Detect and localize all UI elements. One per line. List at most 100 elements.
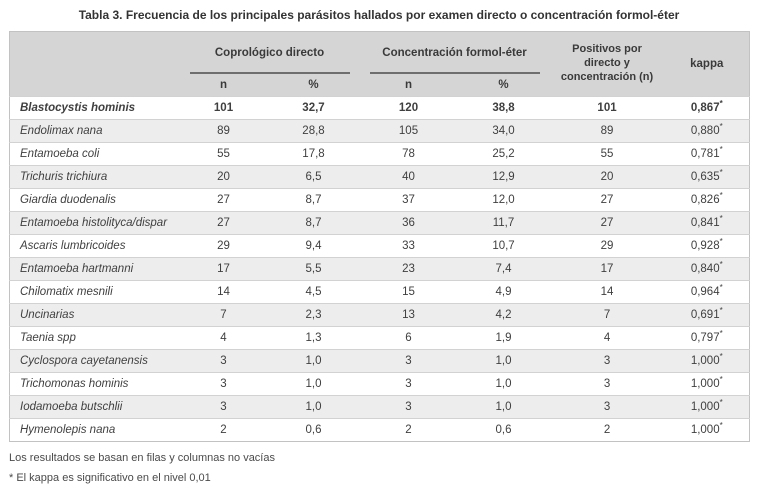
parasite-name: Uncinarias bbox=[9, 303, 180, 327]
directo-n-value: 7 bbox=[179, 303, 268, 327]
kappa-value: 0,840* bbox=[664, 257, 750, 281]
directo-pct-value: 9,4 bbox=[267, 234, 360, 258]
parasite-name: Cyclospora cayetanensis bbox=[9, 349, 180, 373]
kappa-value: 0,781* bbox=[664, 142, 750, 166]
formol-pct-value: 4,9 bbox=[457, 280, 550, 304]
formol-n-value: 13 bbox=[359, 303, 458, 327]
column-header-positivos: Positivos por directo y concentración (n… bbox=[549, 31, 665, 97]
positivos-value: 101 bbox=[549, 96, 665, 120]
positivos-value: 14 bbox=[549, 280, 665, 304]
table-row: Entamoeba histolityca/dispar 27 8,7 36 1… bbox=[9, 211, 750, 235]
subheader-formol-n: n bbox=[359, 74, 458, 97]
directo-n-value: 17 bbox=[179, 257, 268, 281]
directo-pct-value: 28,8 bbox=[267, 119, 360, 143]
table-row: Giardia duodenalis 27 8,7 37 12,0 27 0,8… bbox=[9, 188, 750, 212]
significance-asterisk: * bbox=[719, 283, 723, 293]
significance-asterisk: * bbox=[719, 99, 723, 109]
kappa-number: 0,781 bbox=[690, 148, 720, 160]
directo-pct-value: 8,7 bbox=[267, 188, 360, 212]
significance-asterisk: * bbox=[719, 168, 723, 178]
kappa-number: 0,880 bbox=[690, 125, 720, 137]
parasite-name: Trichuris trichiura bbox=[9, 165, 180, 189]
significance-asterisk: * bbox=[719, 237, 723, 247]
table-row: Ascaris lumbricoides 29 9,4 33 10,7 29 0… bbox=[9, 234, 750, 258]
positivos-value: 2 bbox=[549, 418, 665, 442]
formol-n-value: 3 bbox=[359, 349, 458, 373]
directo-pct-value: 1,0 bbox=[267, 372, 360, 396]
table-row: Trichuris trichiura 20 6,5 40 12,9 20 0,… bbox=[9, 165, 750, 189]
parasite-name: Hymenolepis nana bbox=[9, 418, 180, 442]
formol-pct-value: 7,4 bbox=[457, 257, 550, 281]
directo-n-value: 14 bbox=[179, 280, 268, 304]
table-row: Cyclospora cayetanensis 3 1,0 3 1,0 3 1,… bbox=[9, 349, 750, 373]
directo-pct-value: 1,3 bbox=[267, 326, 360, 350]
formol-n-value: 6 bbox=[359, 326, 458, 350]
positivos-value: 4 bbox=[549, 326, 665, 350]
kappa-number: 1,000 bbox=[690, 378, 720, 390]
directo-pct-value: 6,5 bbox=[267, 165, 360, 189]
positivos-value: 55 bbox=[549, 142, 665, 166]
positivos-value: 29 bbox=[549, 234, 665, 258]
parasite-name: Trichomonas hominis bbox=[9, 372, 180, 396]
table-row: Hymenolepis nana 2 0,6 2 0,6 2 1,000* bbox=[9, 418, 750, 442]
parasite-name: Entamoeba coli bbox=[9, 142, 180, 166]
formol-n-value: 120 bbox=[359, 96, 458, 120]
parasite-name: Blastocystis hominis bbox=[9, 96, 180, 120]
directo-n-value: 3 bbox=[179, 395, 268, 419]
kappa-number: 0,840 bbox=[690, 263, 720, 275]
formol-n-value: 3 bbox=[359, 395, 458, 419]
parasite-name: Giardia duodenalis bbox=[9, 188, 180, 212]
directo-pct-value: 17,8 bbox=[267, 142, 360, 166]
significance-asterisk: * bbox=[719, 398, 723, 408]
formol-n-value: 3 bbox=[359, 372, 458, 396]
table-row: Iodamoeba butschlii 3 1,0 3 1,0 3 1,000* bbox=[9, 395, 750, 419]
significance-asterisk: * bbox=[719, 421, 723, 431]
table-row: Taenia spp 4 1,3 6 1,9 4 0,797* bbox=[9, 326, 750, 350]
directo-pct-value: 8,7 bbox=[267, 211, 360, 235]
table-body: Blastocystis hominis 101 32,7 120 38,8 1… bbox=[9, 96, 750, 442]
formol-pct-value: 38,8 bbox=[457, 96, 550, 120]
formol-n-value: 15 bbox=[359, 280, 458, 304]
kappa-value: 1,000* bbox=[664, 418, 750, 442]
directo-pct-value: 1,0 bbox=[267, 395, 360, 419]
significance-asterisk: * bbox=[719, 214, 723, 224]
parasite-name: Entamoeba hartmanni bbox=[9, 257, 180, 281]
formol-pct-value: 11,7 bbox=[457, 211, 550, 235]
directo-pct-value: 32,7 bbox=[267, 96, 360, 120]
kappa-value: 0,826* bbox=[664, 188, 750, 212]
kappa-value: 0,797* bbox=[664, 326, 750, 350]
kappa-value: 0,841* bbox=[664, 211, 750, 235]
significance-asterisk: * bbox=[719, 329, 723, 339]
kappa-value: 0,964* bbox=[664, 280, 750, 304]
formol-n-value: 33 bbox=[359, 234, 458, 258]
kappa-number: 0,635 bbox=[690, 171, 720, 183]
directo-pct-value: 1,0 bbox=[267, 349, 360, 373]
parasite-name: Ascaris lumbricoides bbox=[9, 234, 180, 258]
formol-pct-value: 0,6 bbox=[457, 418, 550, 442]
directo-n-value: 55 bbox=[179, 142, 268, 166]
table-row: Endolimax nana 89 28,8 105 34,0 89 0,880… bbox=[9, 119, 750, 143]
parasite-name: Iodamoeba butschlii bbox=[9, 395, 180, 419]
subheader-formol-pct: % bbox=[457, 74, 550, 97]
directo-n-value: 89 bbox=[179, 119, 268, 143]
formol-pct-value: 25,2 bbox=[457, 142, 550, 166]
kappa-number: 0,964 bbox=[690, 286, 720, 298]
kappa-number: 0,867 bbox=[690, 102, 720, 114]
formol-pct-value: 1,9 bbox=[457, 326, 550, 350]
directo-n-value: 29 bbox=[179, 234, 268, 258]
positivos-value: 27 bbox=[549, 188, 665, 212]
positivos-value: 20 bbox=[549, 165, 665, 189]
kappa-value: 0,867* bbox=[664, 96, 750, 120]
positivos-value: 7 bbox=[549, 303, 665, 327]
formol-n-value: 78 bbox=[359, 142, 458, 166]
parasite-name: Taenia spp bbox=[9, 326, 180, 350]
kappa-value: 0,635* bbox=[664, 165, 750, 189]
table-row: Blastocystis hominis 101 32,7 120 38,8 1… bbox=[9, 96, 750, 120]
formol-pct-value: 10,7 bbox=[457, 234, 550, 258]
kappa-number: 0,928 bbox=[690, 240, 720, 252]
kappa-number: 1,000 bbox=[690, 401, 720, 413]
kappa-value: 1,000* bbox=[664, 349, 750, 373]
directo-n-value: 20 bbox=[179, 165, 268, 189]
kappa-number: 0,691 bbox=[690, 309, 720, 321]
formol-pct-value: 4,2 bbox=[457, 303, 550, 327]
